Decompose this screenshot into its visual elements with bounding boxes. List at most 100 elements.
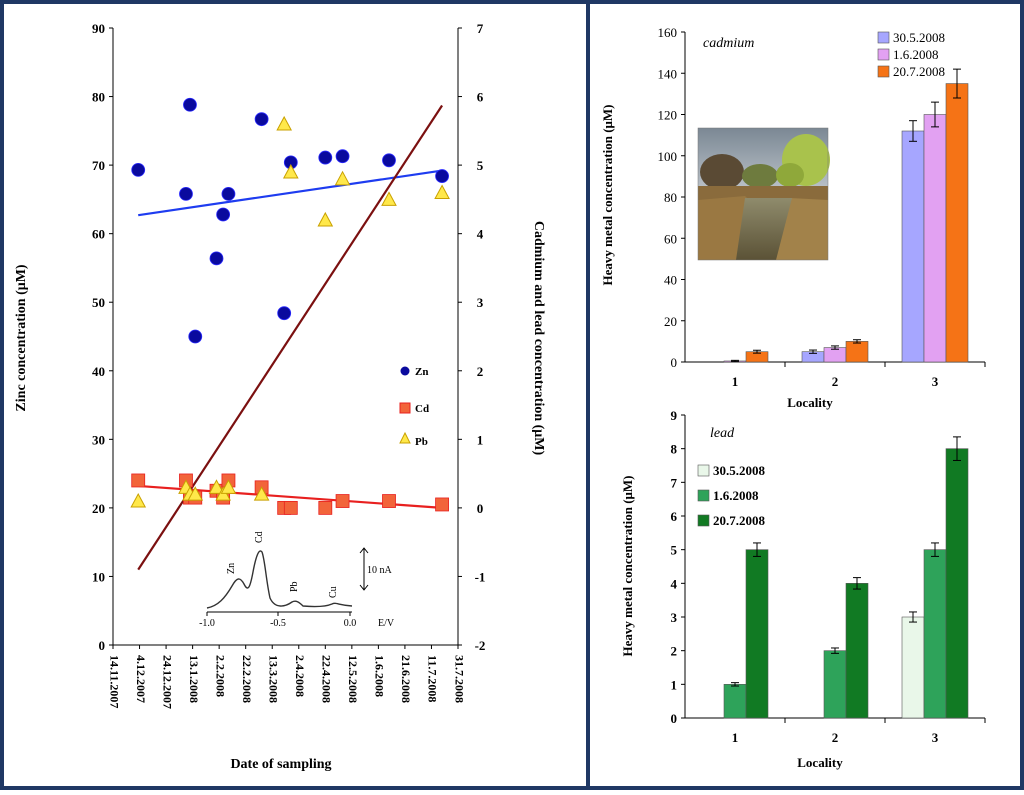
cadmium-annotation: cadmium <box>703 36 754 51</box>
left-y-ticks: 0 10 20 30 40 50 60 70 80 90 <box>92 21 113 653</box>
inset-peak-zn: Zn <box>226 563 237 574</box>
pb-point <box>208 479 225 494</box>
lead-annotation: lead <box>710 426 735 441</box>
lead-y-tick-label: 6 <box>671 509 678 524</box>
left-y-tick-label: 30 <box>92 432 105 447</box>
cadmium-legend-swatch <box>877 65 890 78</box>
photo-tree <box>742 164 778 188</box>
inset-scale-arrows <box>359 547 369 591</box>
x-tick-label: 31.7.2008 <box>452 655 466 703</box>
pb-point <box>381 191 397 206</box>
inset-scale-label: 10 nA <box>367 565 393 576</box>
x-tick-label: 21.6.2008 <box>399 655 413 703</box>
inset-peak-cd: Cd <box>254 531 265 543</box>
x-tick-label: 1.6.2008 <box>373 655 387 697</box>
lead-bar <box>823 650 847 719</box>
lead-y-tick-label: 2 <box>671 644 678 659</box>
lead-bar-chart: 0 1 2 3 4 5 6 7 8 9 1 2 3 Heavy metal concentration… <box>620 408 986 770</box>
legend-marker-pb <box>399 431 411 444</box>
voltammogram-inset: Zn Cd Pb Cu -1.0 -0.5 0.0 E/V 10 nA <box>199 531 395 629</box>
cadmium-x-tick-label: 3 <box>932 374 939 389</box>
cadmium-y-tick-label: 40 <box>664 273 677 288</box>
pb-point <box>276 115 293 131</box>
right-y-tick-label: 5 <box>477 158 484 173</box>
cd-point <box>435 497 449 512</box>
cadmium-bar-chart: 0 20 40 60 80 100 120 140 160 1 2 3 Heavy metal co… <box>600 25 986 410</box>
lead-bar <box>723 684 747 719</box>
photo-border <box>697 127 829 261</box>
zn-point <box>183 97 197 112</box>
photo-tree <box>776 163 804 187</box>
pb-point <box>317 211 334 227</box>
lead-bar <box>923 549 947 719</box>
pb-point <box>434 184 450 200</box>
inset-tick-label: -0.5 <box>270 618 286 629</box>
lead-bar <box>901 616 925 719</box>
locality-photo <box>697 127 830 261</box>
cadmium-bar <box>923 114 947 363</box>
cadmium-y-tick-label: 160 <box>658 25 678 40</box>
cadmium-y-tick-label: 140 <box>658 66 678 81</box>
x-tick-label: 14.11.2007 <box>107 655 121 708</box>
lead-legend-swatch <box>697 464 710 477</box>
cadmium-y-tick-label: 80 <box>664 190 677 205</box>
cadmium-x-tick-label: 2 <box>832 374 839 389</box>
lead-legend: 30.5.2008 1.6.2008 20.7.2008 <box>697 463 766 528</box>
legend-marker-cd <box>399 402 411 414</box>
left-y-tick-label: 60 <box>92 227 105 242</box>
cadmium-y-tick-label: 60 <box>664 231 677 246</box>
inset-peak-cu: Cu <box>328 586 339 598</box>
cadmium-legend-swatch <box>877 31 890 44</box>
inset-x-label: E/V <box>378 618 395 629</box>
pb-point <box>334 170 351 186</box>
cadmium-y-tick-label: 20 <box>664 314 677 329</box>
data-markers <box>130 97 450 515</box>
left-scatter-chart: 0 10 20 30 40 50 60 70 80 90 -2 -1 0 1 2 3 4 5 6 7 14.11.2… <box>14 21 546 772</box>
right-y-tick-label: 3 <box>477 295 484 310</box>
left-y-tick-label: 70 <box>92 158 105 173</box>
right-y-tick-label: -2 <box>475 638 486 653</box>
zn-point <box>277 306 292 321</box>
cadmium-bars <box>723 68 969 363</box>
x-axis-title: Date of sampling <box>230 757 331 772</box>
lead-x-tick-label: 1 <box>732 730 739 745</box>
pb-point <box>282 163 299 179</box>
cadmium-y-tick-label: 120 <box>658 108 678 123</box>
pb-point <box>187 486 204 501</box>
cadmium-legend-label: 30.5.2008 <box>893 30 945 45</box>
right-y-tick-label: 6 <box>477 90 484 105</box>
cadmium-legend-label: 20.7.2008 <box>893 64 945 79</box>
cd-point <box>318 500 333 515</box>
left-y-axis-title: Zinc concentration (μM) <box>14 264 29 411</box>
cd-point <box>131 473 146 488</box>
lead-y-tick-label: 5 <box>671 543 678 558</box>
legend-label-pb: Pb <box>415 436 428 448</box>
inset-tick-label: 0.0 <box>344 618 357 629</box>
cadmium-bar <box>901 130 925 363</box>
zn-point <box>131 163 146 177</box>
lead-y-ticks: 0 1 2 3 4 5 6 7 8 9 <box>671 408 685 726</box>
left-axes <box>112 28 459 646</box>
zn-point <box>335 149 350 164</box>
cadmium-y-tick-label: 100 <box>658 149 678 164</box>
photo-water <box>736 198 792 260</box>
pb-point <box>220 479 237 494</box>
zn-point <box>188 329 203 344</box>
cadmium-x-axis-title: Locality <box>787 395 833 410</box>
right-y-tick-label: 4 <box>477 227 484 242</box>
left-y-tick-label: 20 <box>92 501 105 516</box>
lead-legend-swatch <box>697 489 710 502</box>
lead-y-axis-title: Heavy metal concentration (μM) <box>620 475 635 656</box>
lead-bars <box>723 436 969 719</box>
lead-x-tick-label: 3 <box>932 730 939 745</box>
cadmium-y-axis-title: Heavy metal concentration (μM) <box>600 104 615 285</box>
x-tick-label: 22.4.2008 <box>320 655 334 703</box>
lead-x-axis-title: Locality <box>797 755 843 770</box>
lead-legend-label: 20.7.2008 <box>713 513 766 528</box>
zn-point <box>382 153 396 168</box>
cadmium-legend-swatch <box>877 48 890 61</box>
legend-marker-zn <box>400 366 410 376</box>
lead-x-ticks: 1 2 3 <box>732 718 986 745</box>
